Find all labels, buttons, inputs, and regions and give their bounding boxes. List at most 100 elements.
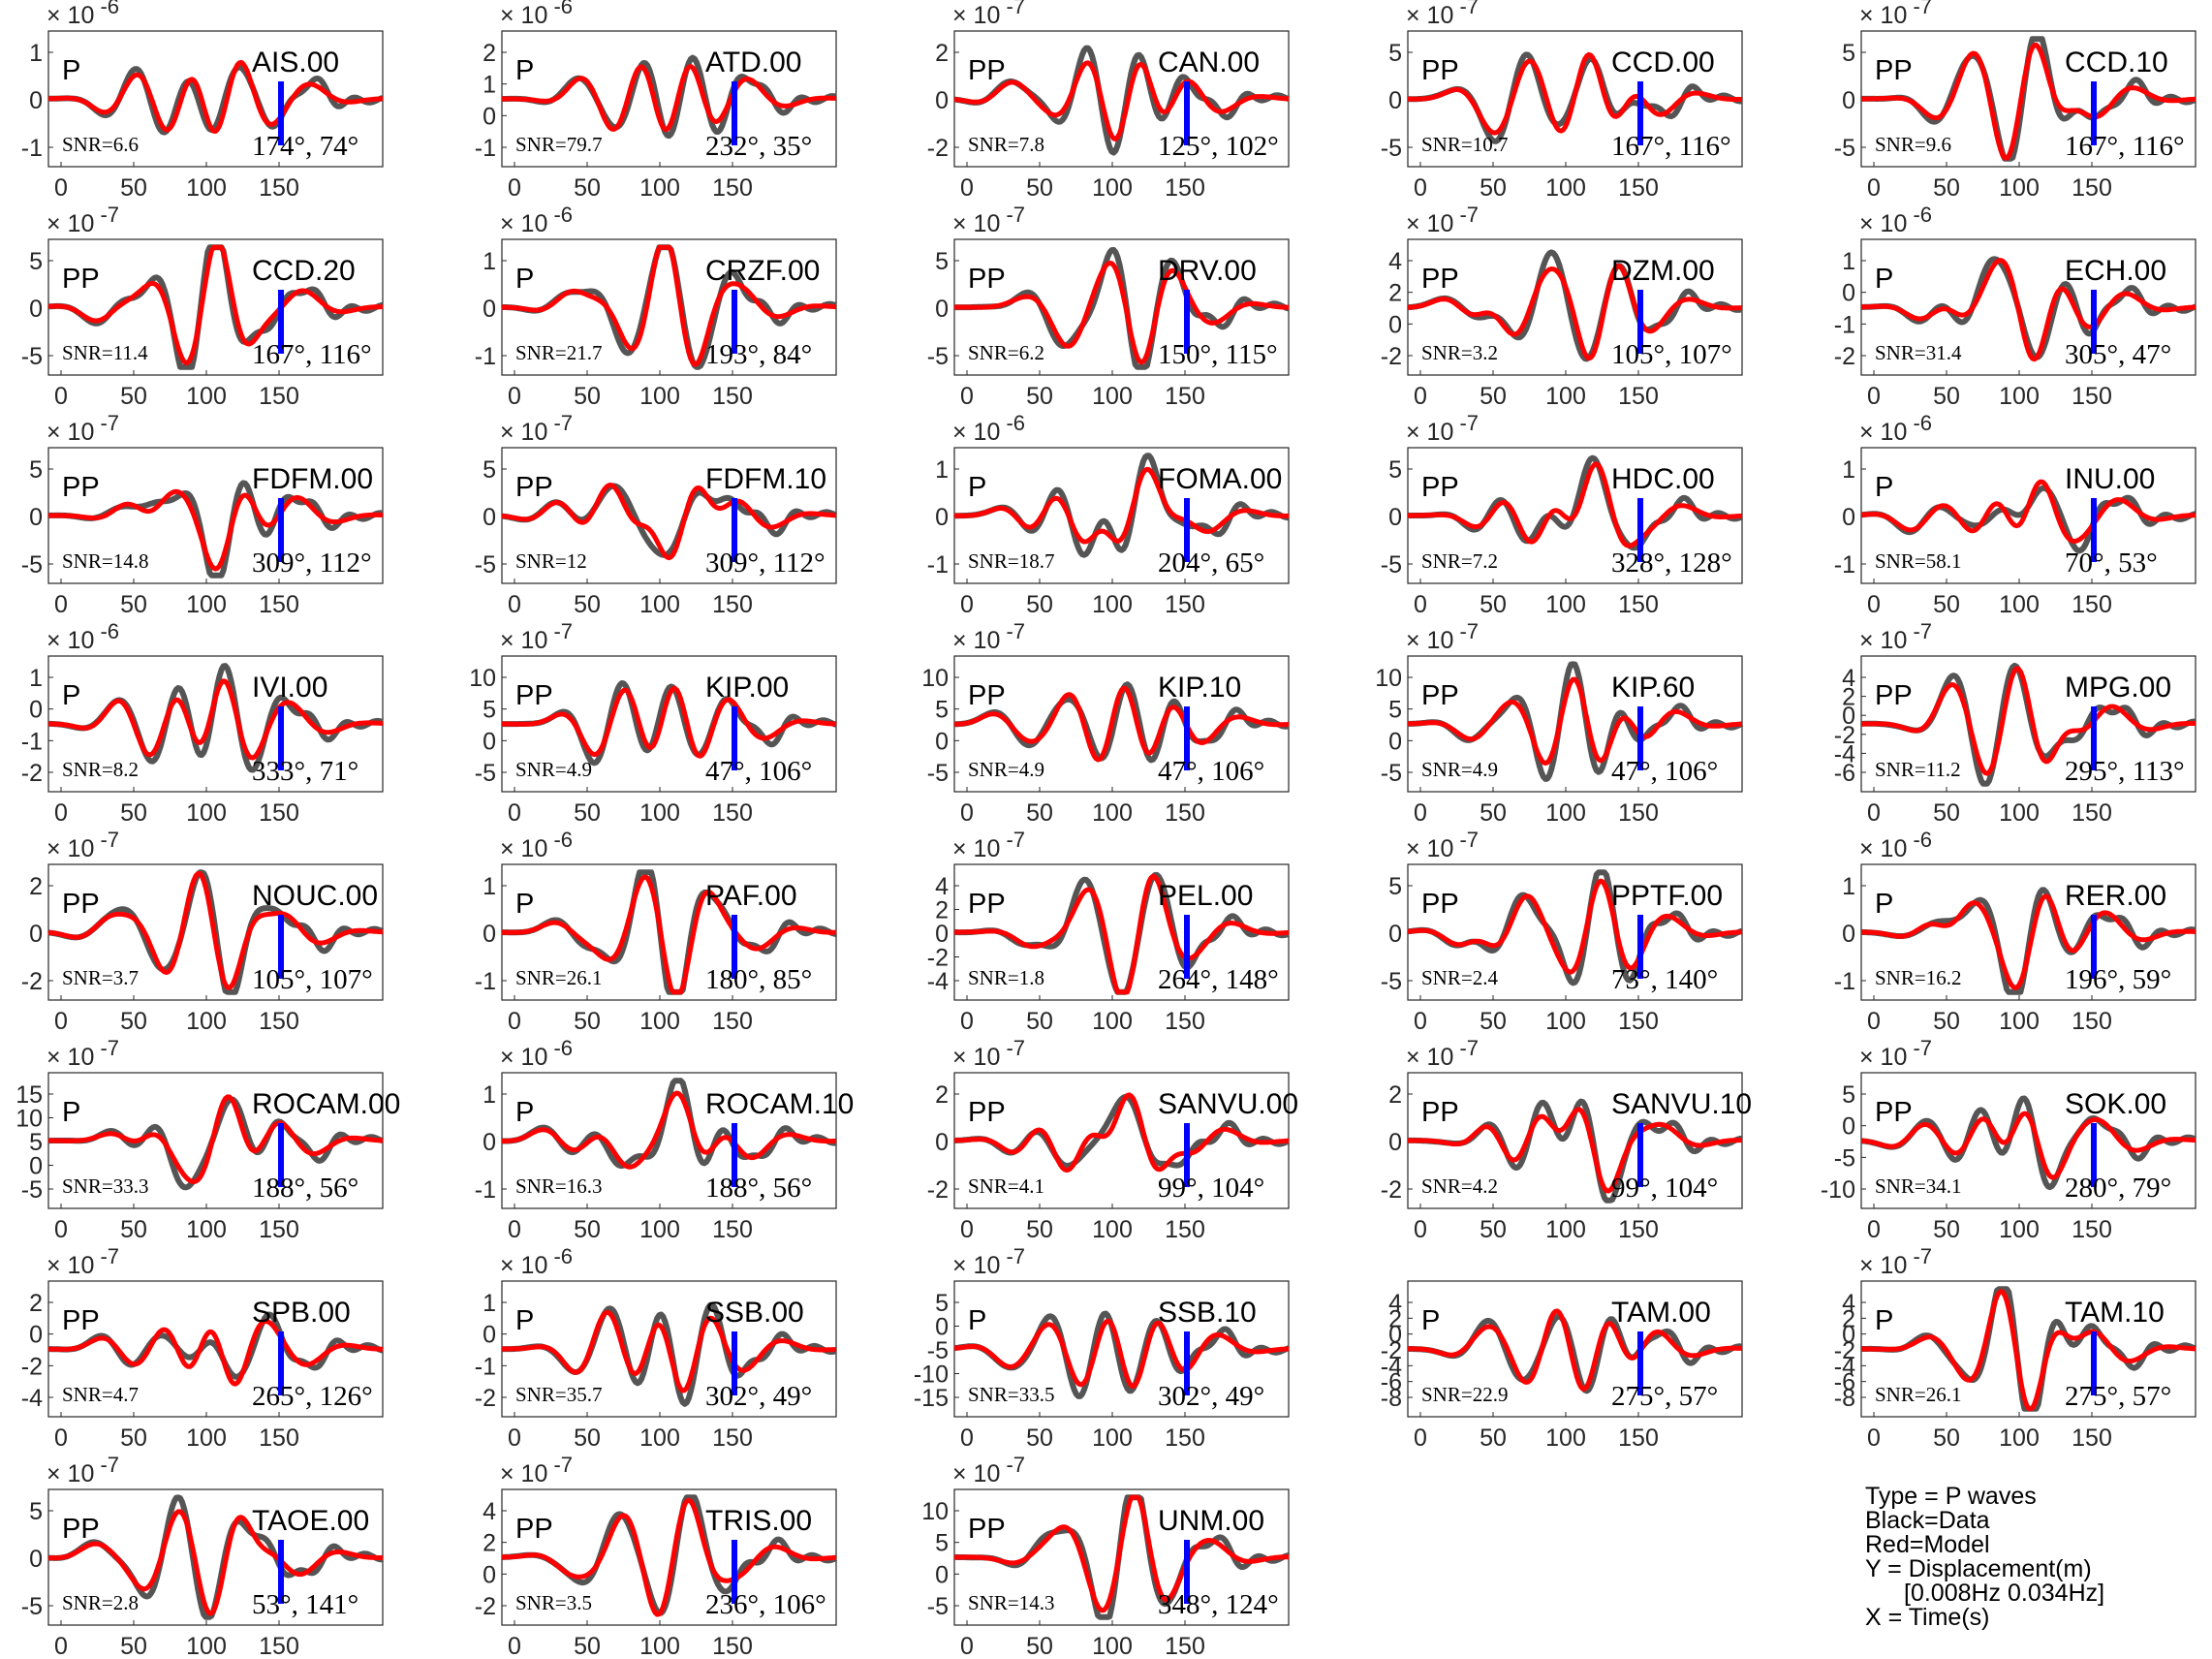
xtick-label: 0: [54, 383, 68, 410]
snr-label: SNR=26.1: [515, 966, 602, 989]
station-label: FDFM.10: [705, 463, 826, 495]
snr-label: SNR=33.5: [968, 1383, 1054, 1406]
snr-label: SNR=4.1: [968, 1174, 1044, 1198]
panel-rocam-10: × 10 -61 0 -1 0 50 100 150 P ROCAM.10 SNR=16.3 188…: [475, 1036, 855, 1243]
snr-label: SNR=4.9: [1421, 758, 1498, 781]
xtick-label: 50: [1480, 591, 1507, 618]
phase-label: P: [968, 472, 986, 503]
angles-label: 105°, 107°: [1611, 339, 1732, 370]
legend-x: X = Time(s): [1865, 1604, 1990, 1631]
ytick-label: -5: [21, 551, 43, 579]
ytick-label: 0: [935, 728, 949, 755]
ytick-label: 10: [921, 665, 949, 692]
ytick-label: 0: [483, 1561, 496, 1588]
angles-label: 167°, 116°: [252, 339, 372, 370]
xtick-label: 50: [120, 1633, 147, 1659]
snr-label: SNR=79.7: [515, 133, 602, 156]
phase-label: P: [515, 1305, 534, 1336]
phase-label: PP: [62, 1305, 100, 1336]
exponent-label: × 10 -7: [1859, 1244, 1932, 1279]
phase-label: PP: [515, 680, 553, 711]
ytick-label: -1: [475, 968, 496, 995]
xtick-label: 100: [1545, 799, 1586, 827]
xtick-label: 100: [639, 383, 680, 410]
ytick-label: 0: [935, 504, 949, 531]
phase-label: PP: [1875, 55, 1913, 86]
exponent-label: × 10 -7: [1859, 619, 1932, 654]
model-trace: [1407, 1308, 1743, 1392]
station-label: CAN.00: [1158, 47, 1260, 78]
axes-box: [1860, 1280, 2196, 1418]
xtick-label: 50: [120, 1424, 147, 1452]
xtick-label: 0: [960, 1008, 974, 1035]
station-label: ROCAM.00: [252, 1088, 400, 1120]
xtick-label: 100: [1545, 591, 1586, 618]
exponent-label: × 10 -6: [1859, 411, 1932, 446]
xtick-label: 150: [1165, 1008, 1205, 1035]
phase-label: PP: [968, 889, 1006, 920]
station-label: FDFM.00: [252, 463, 373, 495]
xtick-label: 150: [2072, 383, 2112, 410]
ytick-label: 0: [1842, 921, 1855, 948]
angles-label: 333°, 71°: [252, 756, 358, 787]
station-label: NOUC.00: [252, 880, 378, 912]
model-trace: [47, 244, 384, 365]
station-label: PPTF.00: [1611, 880, 1723, 912]
xtick-label: 100: [186, 799, 227, 827]
model-trace: [1407, 878, 1743, 975]
model-trace: [501, 244, 837, 367]
exponent-label: × 10 -7: [1859, 0, 1932, 29]
xtick-label: 150: [259, 591, 299, 618]
xtick-label: 100: [1999, 591, 2040, 618]
xtick-label: 100: [1545, 1008, 1586, 1035]
xtick-label: 50: [120, 799, 147, 827]
xtick-label: 50: [1026, 591, 1053, 618]
ytick-label: 2: [935, 40, 949, 67]
xtick-label: 100: [639, 1008, 680, 1035]
snr-label: SNR=18.7: [968, 549, 1054, 573]
xtick-label: 150: [259, 1008, 299, 1035]
angles-label: 47°, 106°: [1158, 756, 1264, 787]
xtick-label: 0: [1867, 1216, 1881, 1243]
ytick-label: 0: [1388, 921, 1402, 948]
angles-label: 275°, 57°: [1611, 1381, 1718, 1412]
exponent-label: × 10 -7: [500, 1453, 573, 1487]
xtick-label: 100: [1545, 1424, 1586, 1452]
snr-label: SNR=58.1: [1875, 549, 1961, 573]
station-label: INU.00: [2065, 463, 2155, 495]
xtick-label: 0: [54, 1633, 68, 1659]
exponent-label: × 10 -7: [500, 619, 573, 654]
phase-label: PP: [1421, 55, 1459, 86]
station-label: SPB.00: [252, 1297, 351, 1329]
xtick-label: 150: [259, 799, 299, 827]
exponent-label: × 10 -7: [952, 1036, 1025, 1071]
xtick-label: 100: [1092, 383, 1133, 410]
xtick-label: 100: [186, 174, 227, 202]
station-label: SOK.00: [2065, 1088, 2166, 1120]
model-trace: [47, 59, 384, 134]
ytick-label: -2: [21, 968, 43, 995]
angles-label: 47°, 106°: [1611, 756, 1718, 787]
axes-box: [1860, 1072, 2196, 1209]
snr-label: SNR=4.9: [515, 758, 592, 781]
snr-label: SNR=33.3: [62, 1174, 148, 1198]
ytick-label: 0: [29, 87, 43, 114]
xtick-label: 50: [1933, 1424, 1960, 1452]
legend-y: Y = Displacement(m): [1865, 1555, 2092, 1582]
angles-label: 309°, 112°: [705, 548, 826, 579]
ytick-label: -2: [1381, 343, 1402, 370]
xtick-label: 0: [960, 383, 974, 410]
ytick-label: -4: [21, 1385, 43, 1412]
ytick-label: 0: [935, 87, 949, 114]
ytick-label: 1: [1842, 873, 1855, 900]
xtick-label: 0: [1414, 1216, 1427, 1243]
angles-label: 280°, 79°: [2065, 1173, 2171, 1204]
exponent-label: × 10 -6: [47, 619, 119, 654]
snr-label: SNR=31.4: [1875, 341, 1962, 364]
model-trace: [47, 1094, 384, 1184]
angles-label: 328°, 128°: [1611, 548, 1732, 579]
ytick-label: -1: [475, 343, 496, 370]
model-trace: [501, 1497, 837, 1617]
ytick-label: -2: [475, 1385, 496, 1412]
